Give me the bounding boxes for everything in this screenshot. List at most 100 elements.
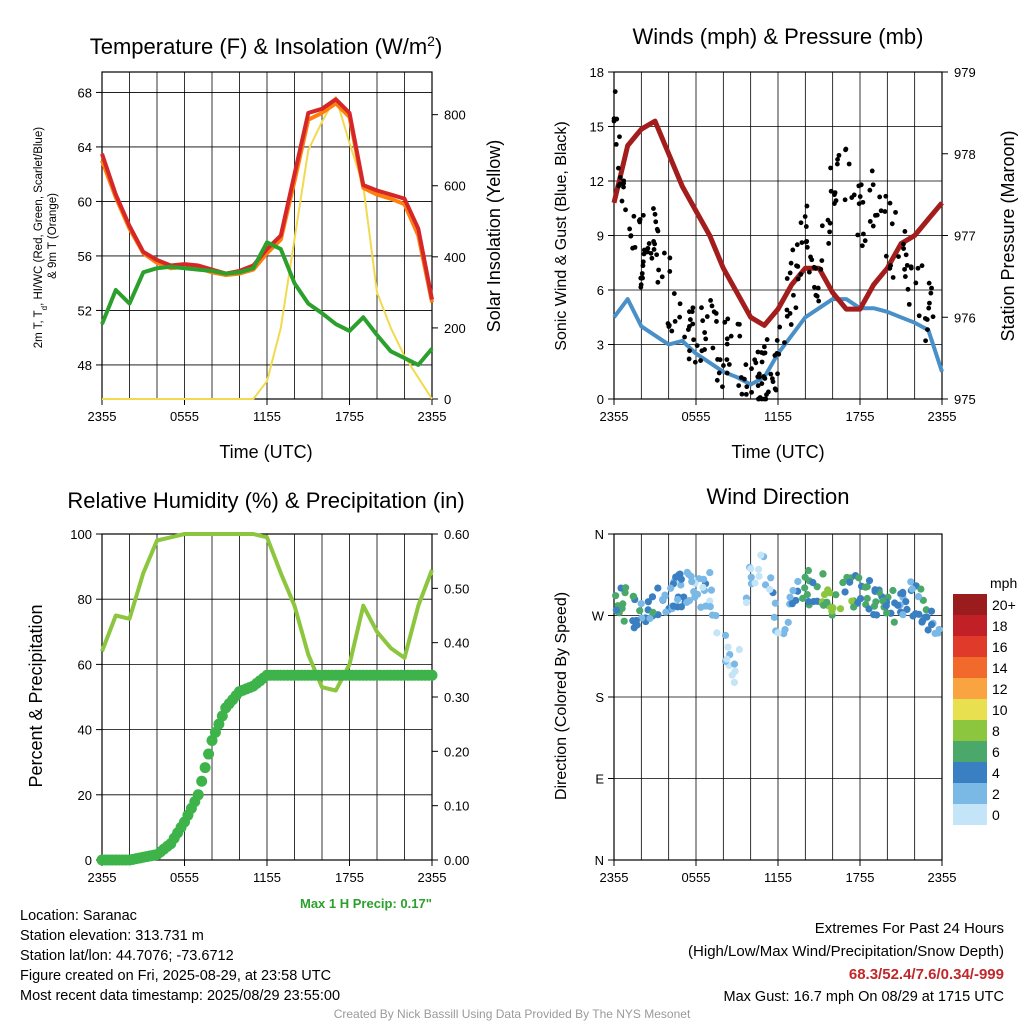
direction-point bbox=[917, 585, 925, 593]
direction-point bbox=[848, 597, 856, 605]
gust-point bbox=[804, 203, 810, 209]
gust-point bbox=[827, 229, 833, 235]
gust-point bbox=[649, 255, 655, 261]
direction-point bbox=[721, 631, 730, 639]
gust-point bbox=[916, 313, 922, 319]
y-tick-label: 15 bbox=[590, 120, 604, 135]
y2-tick-label: 600 bbox=[444, 179, 466, 194]
gust-point bbox=[755, 383, 761, 389]
gust-point bbox=[735, 321, 741, 327]
gust-point bbox=[818, 266, 824, 272]
y-tick-label: 60 bbox=[78, 194, 92, 209]
winds-panel: Winds (mph) & Pressure (mb) 0 3 6 9 12 15 18 97… bbox=[553, 24, 1018, 462]
gust-point bbox=[613, 142, 619, 147]
direction-point bbox=[921, 613, 929, 621]
direction-point bbox=[672, 573, 680, 581]
gust-point bbox=[791, 292, 796, 298]
direction-point bbox=[629, 617, 637, 625]
y2-tick-label: 978 bbox=[954, 147, 976, 162]
direction-point bbox=[669, 602, 678, 610]
y-tick-label: 40 bbox=[78, 723, 92, 738]
gust-point bbox=[782, 340, 787, 346]
gust-point bbox=[769, 376, 775, 382]
gust-point bbox=[628, 233, 634, 239]
y2-tick-label: 0.50 bbox=[444, 581, 469, 596]
legend-swatch bbox=[953, 720, 987, 741]
legend-swatch bbox=[953, 657, 987, 678]
x-tick-label: 0555 bbox=[682, 870, 711, 885]
gust-point bbox=[661, 250, 667, 256]
direction-point bbox=[648, 593, 657, 601]
gust-point bbox=[802, 214, 808, 219]
x-tick-label: 1155 bbox=[764, 870, 792, 885]
gust-point bbox=[919, 263, 925, 269]
direction-point bbox=[801, 584, 809, 592]
direction-ylabel-left: Direction (Colored By Speed) bbox=[553, 592, 570, 800]
y-tick-label: 20 bbox=[78, 788, 92, 803]
direction-point bbox=[871, 586, 879, 594]
gust-point bbox=[860, 231, 866, 237]
temperature-title: Temperature (F) & Insolation (W/m2) bbox=[90, 33, 443, 59]
gust-point bbox=[722, 319, 728, 325]
direction-point bbox=[836, 605, 845, 613]
gust-point bbox=[787, 270, 793, 276]
gust-point bbox=[651, 247, 657, 252]
gust-point bbox=[724, 336, 730, 342]
station-elevation: Station elevation: 313.731 m bbox=[20, 928, 204, 944]
gust-point bbox=[903, 252, 909, 258]
direction-point bbox=[723, 655, 731, 663]
direction-point bbox=[683, 598, 691, 606]
gust-point bbox=[764, 337, 770, 342]
direction-point bbox=[654, 584, 662, 592]
gust-point bbox=[713, 310, 719, 316]
direction-point bbox=[873, 611, 881, 619]
gust-point bbox=[744, 384, 750, 390]
legend-swatch bbox=[953, 594, 987, 615]
gust-point bbox=[627, 226, 633, 232]
y2-tick-label: 800 bbox=[444, 108, 466, 123]
y-tick-label: 56 bbox=[78, 249, 92, 264]
y-tick-label: 0 bbox=[85, 853, 92, 868]
gust-point bbox=[721, 363, 726, 368]
gust-point bbox=[641, 247, 647, 253]
gust-point bbox=[677, 314, 683, 320]
gust-point bbox=[790, 247, 796, 253]
direction-point bbox=[677, 581, 685, 589]
direction-point bbox=[724, 643, 732, 651]
gust-point bbox=[890, 275, 896, 280]
direction-point bbox=[804, 597, 813, 606]
legend-swatch bbox=[953, 741, 987, 762]
extremes-heading: Extremes For Past 24 Hours bbox=[814, 920, 1004, 937]
gust-point bbox=[813, 265, 819, 271]
temperature-ylabel-left: 2m T, Td, HI/WC (Red, Green, Scarlet/Blu… bbox=[33, 124, 59, 349]
direction-point bbox=[622, 584, 630, 592]
legend-swatch bbox=[953, 762, 987, 783]
gust-point bbox=[687, 317, 693, 322]
gust-point bbox=[694, 343, 700, 349]
x-tick-label: 2355 bbox=[418, 409, 447, 424]
gust-point bbox=[703, 336, 709, 342]
gust-point bbox=[672, 318, 678, 324]
gust-point bbox=[913, 280, 919, 286]
direction-point bbox=[927, 620, 936, 629]
temperature-xlabel: Time (UTC) bbox=[219, 442, 312, 462]
gust-point bbox=[926, 280, 932, 286]
gust-point bbox=[798, 272, 804, 277]
gust-point bbox=[692, 359, 698, 365]
gust-point bbox=[623, 207, 628, 213]
gust-point bbox=[698, 358, 704, 363]
direction-point bbox=[629, 592, 637, 600]
precip-point bbox=[199, 762, 211, 774]
x-tick-label: 2355 bbox=[928, 409, 957, 424]
direction-point bbox=[620, 617, 628, 625]
gust-point bbox=[775, 371, 780, 377]
gust-point bbox=[739, 391, 745, 397]
direction-point bbox=[683, 568, 691, 577]
direction-point bbox=[927, 607, 936, 615]
direction-point bbox=[861, 583, 869, 591]
station-latlon: Station lat/lon: 44.7076; -73.6712 bbox=[20, 948, 234, 964]
gust-point bbox=[616, 183, 622, 189]
y-tick-label: 52 bbox=[78, 303, 92, 318]
x-tick-label: 2355 bbox=[418, 870, 447, 885]
